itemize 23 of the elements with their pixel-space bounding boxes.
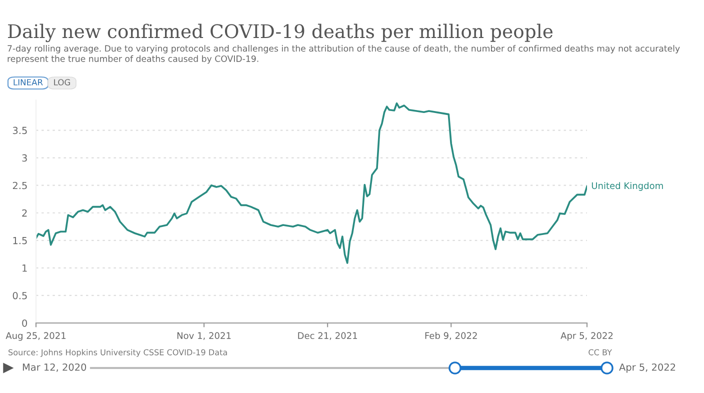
x-tick-label: Aug 25, 2021 <box>6 332 66 341</box>
chart-title: Daily new confirmed COVID-19 deaths per million people <box>8 24 553 42</box>
x-tick-label: Apr 5, 2022 <box>560 332 613 341</box>
series-label: United Kingdom <box>592 182 663 191</box>
text: CC BY <box>588 349 612 356</box>
x-tick-label: Feb 9, 2022 <box>425 332 477 340</box>
y-tick-label: 0 <box>22 319 28 327</box>
source-note: Source: Johns Hopkins University CSSE COVID-19 Data <box>8 349 227 357</box>
y-tick-label: 2.5 <box>12 182 27 190</box>
line-series <box>36 102 587 264</box>
text: Mar 12, 2020 <box>22 363 86 372</box>
x-tick-label: Nov 1, 2021 <box>177 332 231 340</box>
x-tick-label: Dec 21, 2021 <box>298 332 357 340</box>
y-tick-label: 1.5 <box>13 237 27 244</box>
y-tick-label: 0.5 <box>12 292 27 300</box>
text: Apr 5, 2022 <box>619 363 676 373</box>
y-tick-label: 3 <box>22 154 27 162</box>
y-tick-label: 1 <box>22 264 27 272</box>
chart-subtitle: 7-day rolling average. Due to varying protocols and challenges in the attribution of the cause of death, the number of confirmed deaths may not accurately represent the true number of deaths caused by COVID-19. <box>8 45 680 64</box>
y-tick-label: 3.5 <box>12 126 27 134</box>
y-tick-label: 2 <box>22 209 27 217</box>
text: LINEAR <box>14 79 43 86</box>
text: LOG <box>54 79 70 86</box>
